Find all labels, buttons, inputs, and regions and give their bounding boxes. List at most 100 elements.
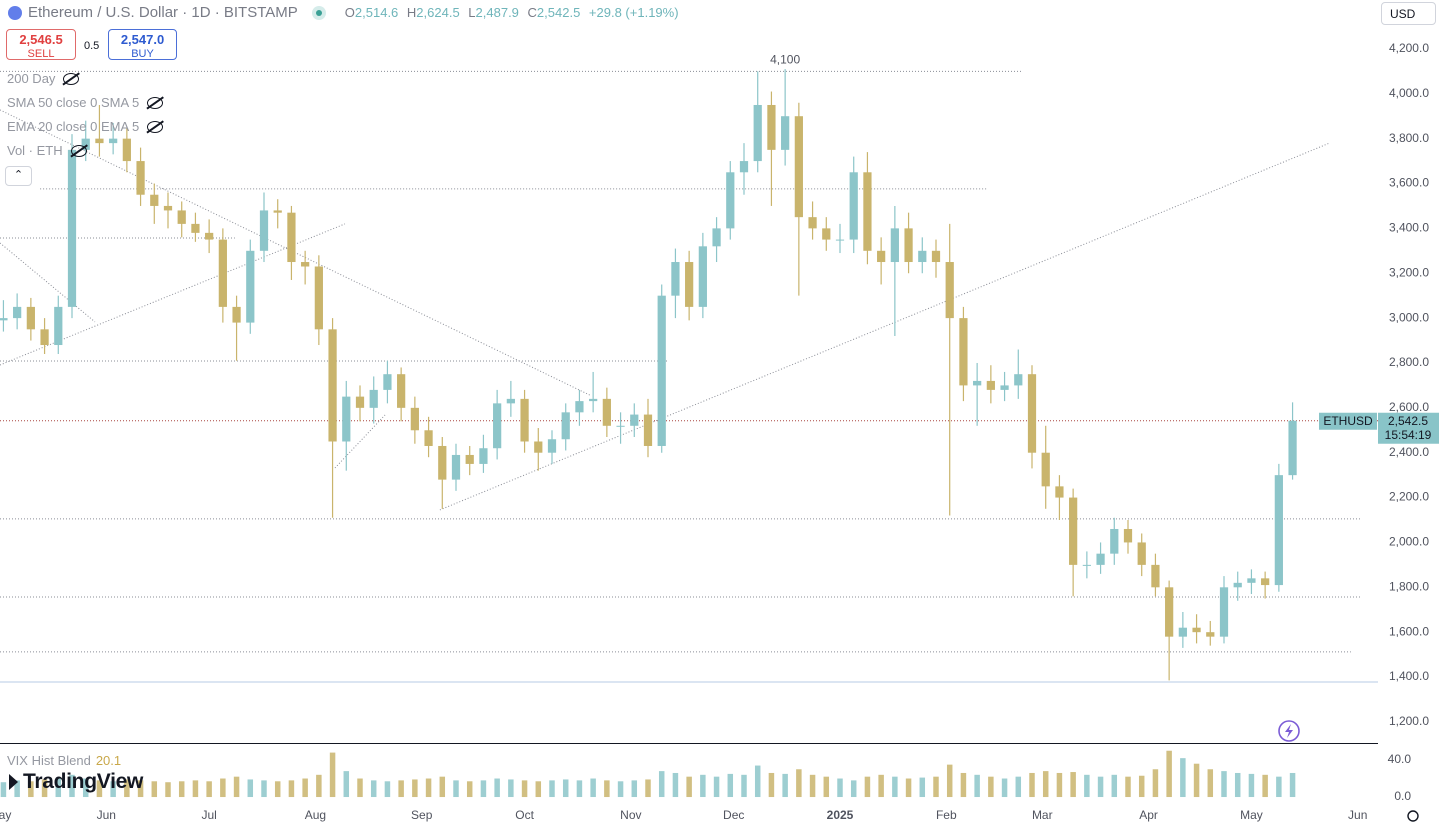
y-tick-label: 2,800.0	[1389, 355, 1429, 369]
candle-body	[40, 329, 49, 346]
volume-title: VIX Hist Blend	[7, 753, 91, 768]
volume-bar	[1029, 772, 1035, 798]
collapse-button[interactable]: ⌃	[5, 166, 32, 186]
volume-bar	[576, 780, 583, 798]
indicator-name: 200 Day	[7, 71, 56, 86]
y-tick-label: 1,400.0	[1389, 669, 1429, 683]
candle-body	[547, 439, 557, 453]
buy-button[interactable]: 2,547.0 BUY	[108, 29, 177, 60]
ohlc-label: L	[468, 5, 476, 20]
candle-body	[177, 210, 186, 224]
y-tick-label: 4,000.0	[1389, 86, 1429, 100]
candle-body	[26, 306, 35, 330]
candle-body	[589, 398, 598, 402]
market-status[interactable]	[311, 5, 326, 20]
y-tick-label: 3,800.0	[1389, 131, 1429, 145]
candle-body	[1027, 374, 1037, 453]
volume-bar	[508, 779, 514, 798]
candle-body	[657, 295, 666, 446]
volume-bar	[645, 779, 651, 798]
volume-bar	[1193, 763, 1200, 798]
hidden-icon[interactable]	[147, 96, 164, 109]
indicator[interactable]: EMA 20 close 0 EMA 5	[7, 119, 164, 134]
candle-body	[95, 138, 104, 144]
volume-bar	[247, 779, 254, 798]
candle-body	[54, 306, 63, 346]
time-scale	[0, 805, 1439, 823]
candle-body	[369, 389, 378, 408]
volume-bar	[521, 780, 528, 798]
countdown-label: 15:54:19	[1385, 428, 1432, 442]
candle-body	[1123, 528, 1133, 543]
indicator[interactable]: Vol · ETH	[7, 143, 87, 158]
y-tick-label: 3,600.0	[1389, 176, 1429, 190]
symbol-title[interactable]: Ethereum / U.S. Dollar · 1D · BITSTAMP	[28, 4, 298, 21]
volume-bar	[713, 776, 720, 798]
y-tick-label: 2,000.0	[1389, 535, 1429, 549]
volume-bar	[288, 780, 295, 798]
volume-bar	[700, 774, 706, 798]
volume-bar	[178, 781, 185, 798]
candle-body	[520, 398, 529, 442]
candle-body	[1000, 385, 1009, 390]
volume-bar	[1070, 772, 1076, 798]
volume-bar	[82, 778, 89, 798]
ohlc-label: H	[406, 5, 417, 20]
volume-bar	[439, 776, 446, 798]
hidden-icon[interactable]	[70, 144, 87, 157]
hidden-icon[interactable]	[147, 120, 164, 133]
x-tick-label: May	[1240, 808, 1263, 822]
volume-bar	[549, 780, 555, 798]
sell-button[interactable]: 2,546.5 SELL	[6, 29, 76, 60]
candle-body	[534, 441, 543, 453]
logo[interactable]: TradingView	[9, 770, 143, 794]
sell-price: 2,546.5	[19, 32, 63, 47]
volume-bar	[466, 781, 473, 798]
candle-body	[150, 194, 159, 206]
volume-bar	[1276, 776, 1282, 798]
volume-bar	[782, 773, 788, 798]
candle-body	[822, 228, 831, 240]
volume-bar	[1221, 771, 1227, 798]
volume-bar	[946, 764, 953, 798]
volume-bar	[631, 780, 638, 798]
volume-bar	[329, 752, 336, 798]
candle-body	[287, 212, 296, 263]
candle-body	[1082, 564, 1091, 566]
x-tick-label: May	[0, 808, 11, 822]
logo-text: TradingView	[23, 770, 144, 793]
candle-body	[232, 306, 241, 323]
candle-body	[1274, 475, 1283, 586]
volume-bar	[192, 780, 199, 798]
volume-bar	[988, 776, 994, 798]
price-change: +29.8 (+1.19%)	[588, 5, 679, 20]
candle-body	[136, 161, 145, 195]
candle-body	[13, 306, 22, 319]
x-tick-label: Apr	[1139, 808, 1158, 822]
assistant-icon	[1278, 720, 1300, 742]
candle-body	[863, 172, 872, 251]
volume-bar	[480, 780, 487, 798]
currency-select[interactable]: USD	[1381, 2, 1436, 25]
volume-bar	[206, 781, 212, 798]
indicator[interactable]: SMA 50 close 0 SMA 5	[7, 95, 164, 110]
peak-label: 4,100	[770, 53, 800, 67]
volume-bar	[617, 781, 624, 798]
volume-bar	[1015, 776, 1022, 798]
candle-body	[1069, 497, 1078, 565]
y-tick-label: 2,400.0	[1389, 445, 1429, 459]
volume-bar	[1289, 772, 1296, 798]
candle-body	[67, 149, 77, 307]
candle-body	[1288, 420, 1297, 476]
candle-body	[602, 398, 611, 426]
currency: USD	[1390, 7, 1416, 21]
y-tick-label: 3,400.0	[1389, 221, 1429, 235]
candle-body	[163, 205, 173, 211]
hidden-icon[interactable]	[63, 72, 80, 85]
candle-body	[451, 454, 461, 480]
volume-bar	[398, 780, 404, 798]
volume-bar	[768, 772, 775, 798]
indicator[interactable]: 200 Day	[7, 71, 80, 86]
ohlc-label: C	[527, 5, 537, 20]
candle-body	[698, 246, 707, 307]
